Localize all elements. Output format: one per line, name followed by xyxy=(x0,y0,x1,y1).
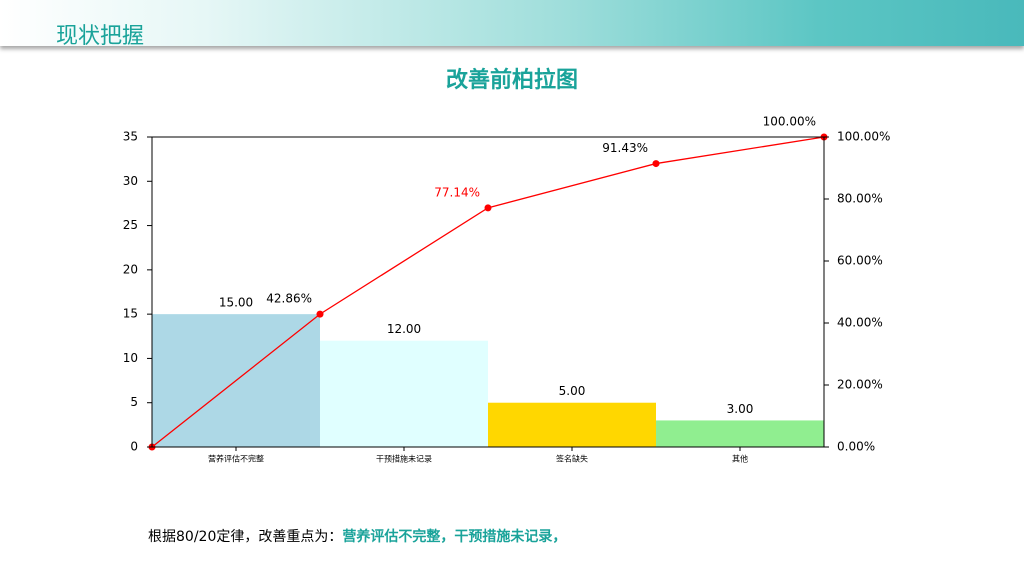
y-tick-label: 0 xyxy=(130,440,138,454)
cumulative-point xyxy=(484,204,492,212)
y-tick-label: 35 xyxy=(123,130,138,144)
y2-tick-label: 40.00% xyxy=(837,316,883,330)
cumulative-point xyxy=(652,160,660,168)
chart-title: 改善前柏拉图 xyxy=(445,68,578,93)
bar xyxy=(656,420,824,447)
x-tick-label: 营养评估不完整 xyxy=(208,454,264,464)
header-title: 现状把握 xyxy=(56,24,145,49)
y-tick-label: 20 xyxy=(123,262,138,276)
y2-tick-label: 20.00% xyxy=(837,378,883,392)
y2-tick-label: 80.00% xyxy=(837,192,883,206)
y2-tick-label: 60.00% xyxy=(837,254,883,268)
cumulative-label: 100.00% xyxy=(763,115,816,129)
bar-value-label: 3.00 xyxy=(727,402,754,416)
conclusion: 根据80/20定律，改善重点为：营养评估不完整，干预措施未记录， xyxy=(148,526,566,546)
bar-value-label: 12.00 xyxy=(387,322,421,336)
y2-tick-label: 100.00% xyxy=(837,130,890,144)
y-tick-label: 25 xyxy=(123,218,138,232)
x-tick-label: 签名缺失 xyxy=(556,454,588,464)
cumulative-label: 91.43% xyxy=(602,141,648,155)
y-tick-label: 5 xyxy=(130,395,138,409)
cumulative-label: 77.14% xyxy=(434,185,480,199)
header-banner xyxy=(0,0,1024,46)
bar-value-label: 5.00 xyxy=(559,384,586,398)
x-tick-label: 干预措施未记录 xyxy=(376,454,432,464)
bar-value-label: 15.00 xyxy=(219,296,253,310)
y-tick-label: 10 xyxy=(123,351,138,365)
bar xyxy=(320,340,488,447)
plot-frame xyxy=(151,136,825,448)
conclusion-highlight: 营养评估不完整，干预措施未记录， xyxy=(342,529,567,545)
cumulative-point xyxy=(316,310,324,318)
bar xyxy=(488,402,656,447)
y-tick-label: 30 xyxy=(123,174,138,188)
cumulative-label: 42.86% xyxy=(266,292,312,306)
x-tick-label: 其他 xyxy=(732,454,748,464)
conclusion-text: 根据80/20定律，改善重点为： xyxy=(148,529,343,545)
y2-tick-label: 0.00% xyxy=(837,440,875,454)
y-tick-label: 15 xyxy=(123,307,138,321)
